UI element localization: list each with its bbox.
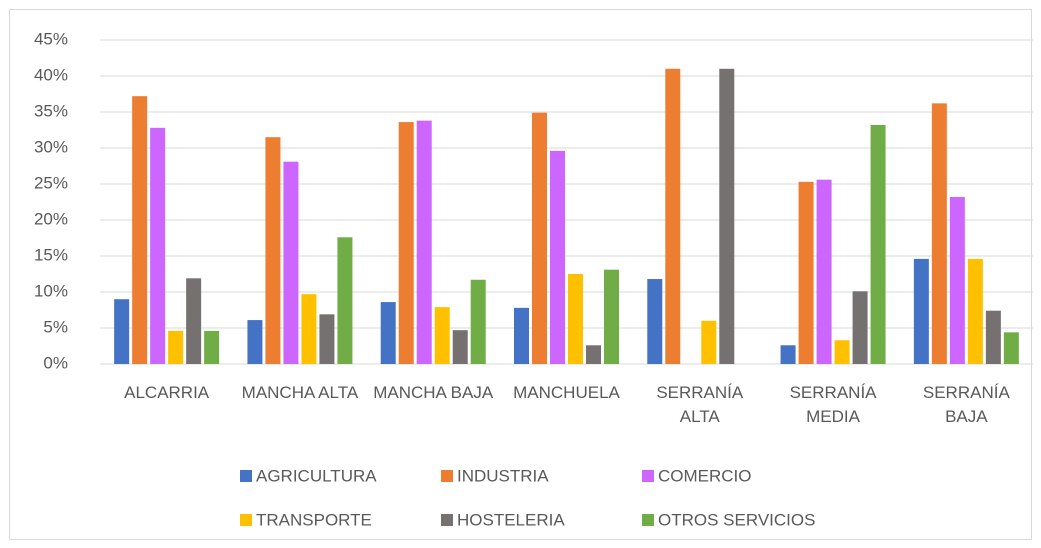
bar [186,278,202,364]
bar [604,269,619,364]
bar [719,68,735,365]
bar [550,150,565,364]
legend-label: TRANSPORTE [256,510,372,529]
legend-swatch [240,514,252,526]
y-tick-label: 40% [34,65,68,84]
bar [470,279,486,364]
bar [434,307,450,364]
bar [949,196,965,364]
bar [665,68,681,365]
bar [168,330,184,364]
bar [568,274,583,364]
bar [452,330,468,364]
legend-swatch [642,470,654,482]
y-tick-label: 20% [34,209,68,228]
y-tick-label: 0% [43,353,68,372]
x-tick-label: SERRANÍA BAJA [922,383,1010,426]
chart-border [9,9,1032,540]
bar [337,237,353,364]
x-tick-label: MANCHA ALTA [241,383,359,402]
bar [132,96,148,364]
bar [647,279,663,364]
x-tick-label: SERRANÍA ALTA [656,383,744,426]
bar [870,124,886,365]
x-tick-label: ALCARRIA [124,383,210,402]
y-tick-label: 35% [34,101,68,120]
bar [416,120,432,364]
bar [701,320,717,364]
x-tick-label: SERRANÍA MEDIA [789,383,877,426]
legend-label: OTROS SERVICIOS [658,510,815,529]
y-tick-label: 45% [34,29,68,48]
bar [816,179,832,364]
legend-swatch [441,470,453,482]
bar [380,302,396,364]
bar [265,137,281,364]
bar [834,340,850,364]
y-tick-label: 10% [34,281,68,300]
legend-label: HOSTELERIA [457,510,565,529]
y-tick-label: 25% [34,173,68,192]
bar [798,181,814,364]
bar [586,345,601,364]
bar [398,122,414,364]
bar [985,310,1001,364]
x-tick-label: MANCHA BAJA [373,383,494,402]
legend-label: INDUSTRIA [457,466,549,485]
legend-swatch [642,514,654,526]
bar [967,258,983,364]
x-tick-label: MANCHUELA [513,383,620,402]
bar [780,345,796,364]
bar [247,320,263,364]
y-tick-label: 5% [43,317,68,336]
y-tick-label: 15% [34,245,68,264]
bar [114,299,130,364]
bar [514,307,529,364]
bar [301,294,317,364]
legend-label: AGRICULTURA [256,466,377,485]
bar [283,161,299,364]
bar [931,103,947,365]
bar [150,127,166,364]
bar [532,112,547,364]
bar [852,291,868,364]
bar [319,314,335,364]
y-tick-label: 30% [34,137,68,156]
bar [913,258,929,364]
legend-label: COMERCIO [658,466,752,485]
legend-swatch [441,514,453,526]
bar [1003,332,1019,364]
legend-swatch [240,470,252,482]
bar [204,330,220,364]
